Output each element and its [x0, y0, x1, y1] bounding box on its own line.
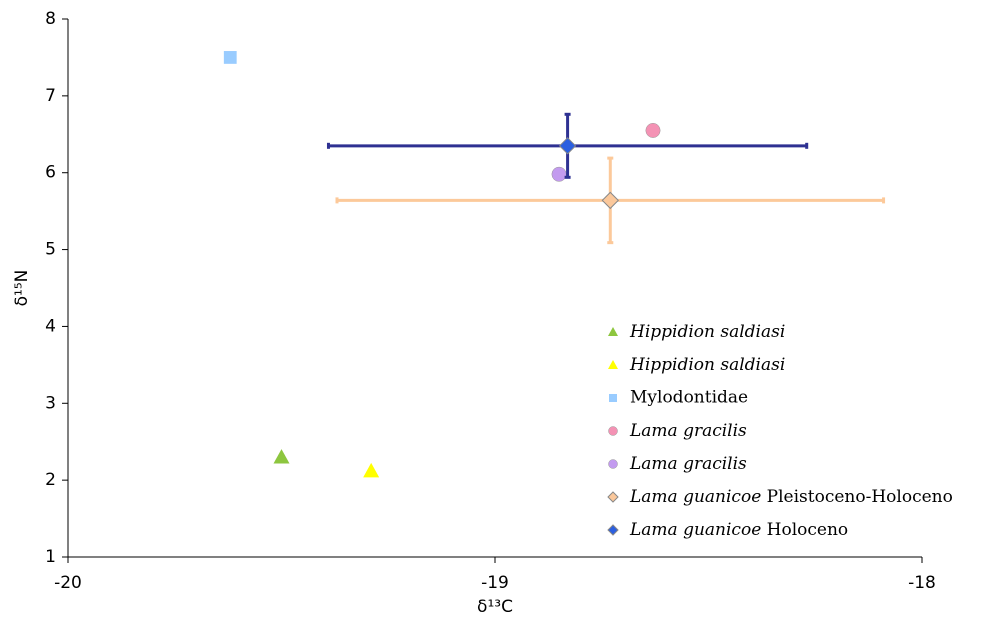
- legend-marker: [607, 524, 619, 536]
- x-tick-label: -20: [54, 573, 82, 593]
- legend-label-rest: Pleistoceno-Holoceno: [761, 487, 953, 507]
- legend-label: Lama gracilis: [629, 421, 747, 441]
- marker: [273, 449, 290, 464]
- legend-marker: [609, 394, 617, 402]
- y-tick-label: 3: [45, 393, 56, 413]
- legend-marker: [608, 360, 618, 369]
- legend-label-italic: Hippidion saldiasi: [629, 355, 785, 375]
- legend-label: Hippidion saldiasi: [629, 322, 785, 342]
- legend-label-italic: Lama gracilis: [629, 421, 747, 441]
- legend-marker: [608, 459, 618, 469]
- y-tick-label: 1: [45, 547, 56, 567]
- x-axis-label: δ¹³C: [477, 597, 513, 617]
- y-tick-label: 5: [45, 240, 56, 260]
- y-tick-label: 4: [45, 316, 56, 336]
- marker: [645, 122, 661, 138]
- legend-marker: [607, 491, 619, 503]
- legend-label: Lama guanicoe Holoceno: [629, 520, 848, 540]
- legend-marker: [608, 426, 618, 436]
- marker: [223, 51, 237, 64]
- x-tick-label: -19: [481, 573, 509, 593]
- legend-label-italic: Lama guanicoe: [629, 487, 761, 507]
- x-tick-label: -18: [908, 573, 936, 593]
- legend-label: Lama guanicoe Pleistoceno-Holoceno: [629, 487, 953, 507]
- marker: [363, 462, 380, 478]
- legend-label-rest: Holoceno: [761, 520, 848, 540]
- marker: [601, 191, 619, 210]
- legend-label-italic: Lama guanicoe: [629, 520, 761, 540]
- legend-label: Hippidion saldiasi: [629, 355, 785, 375]
- legend-label-italic: Lama gracilis: [629, 454, 747, 474]
- y-tick-label: 2: [45, 470, 56, 490]
- y-tick-label: 6: [45, 163, 56, 183]
- legend-label-italic: Hippidion saldiasi: [629, 322, 785, 342]
- y-tick-label: 7: [45, 86, 56, 106]
- y-tick-label: 8: [45, 9, 56, 29]
- y-axis-label: δ¹⁵N: [12, 270, 32, 307]
- legend-label: Mylodontidae: [630, 388, 748, 408]
- legend-marker: [608, 327, 618, 336]
- marker: [551, 166, 567, 182]
- marker: [558, 137, 577, 155]
- legend-label: Lama gracilis: [629, 454, 747, 474]
